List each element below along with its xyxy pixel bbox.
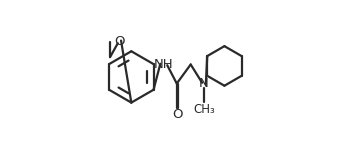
Text: CH₃: CH₃ bbox=[193, 103, 215, 116]
Text: O: O bbox=[172, 108, 183, 121]
Text: N: N bbox=[199, 77, 209, 90]
Text: O: O bbox=[114, 35, 125, 48]
Text: NH: NH bbox=[154, 58, 173, 71]
